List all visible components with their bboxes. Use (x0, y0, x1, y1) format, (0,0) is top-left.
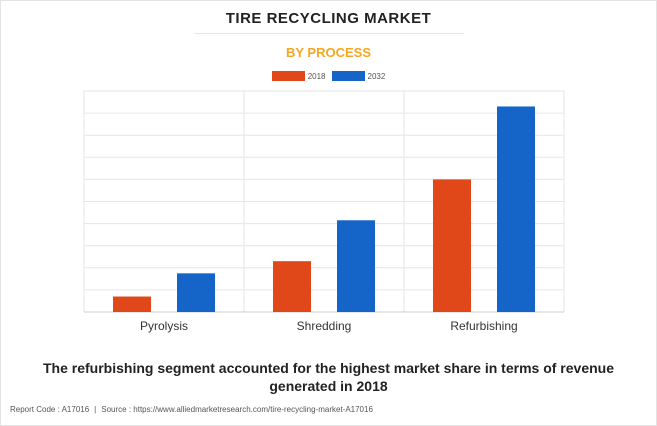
x-tick-label: Refurbishing (450, 319, 517, 333)
chart-subtitle: BY PROCESS (285, 45, 371, 60)
report-code: Report Code : A17016 (10, 405, 90, 414)
bar-shredding-2018[interactable] (273, 261, 311, 312)
bar-refurbishing-2032[interactable] (497, 106, 535, 312)
footer-separator: | (94, 405, 97, 414)
legend-item-2032[interactable]: 2032 (331, 71, 386, 81)
legend-item-2018[interactable]: 2018 (271, 71, 326, 81)
chart-title: TIRE RECYCLING MARKET (225, 10, 432, 27)
legend-label-2018: 2018 (307, 71, 326, 81)
source-link[interactable]: Source : https://www.alliedmarketresearc… (101, 405, 373, 414)
legend-swatch-2032 (331, 71, 365, 81)
legend-label-2032: 2032 (367, 71, 386, 81)
bar-pyrolysis-2032[interactable] (177, 273, 215, 312)
chart-caption: The refurbishing segment accounted for t… (42, 360, 615, 394)
footer: Report Code : A17016 | Source : https://ww… (10, 405, 373, 414)
title-divider (194, 33, 464, 34)
bar-shredding-2032[interactable] (337, 220, 375, 312)
bar-pyrolysis-2018[interactable] (113, 296, 151, 312)
x-tick-label: Shredding (297, 319, 352, 333)
bar-refurbishing-2018[interactable] (433, 179, 471, 312)
x-tick-label: Pyrolysis (140, 319, 188, 333)
legend-swatch-2018 (271, 71, 305, 81)
legend: 2018 2032 (0, 71, 657, 81)
